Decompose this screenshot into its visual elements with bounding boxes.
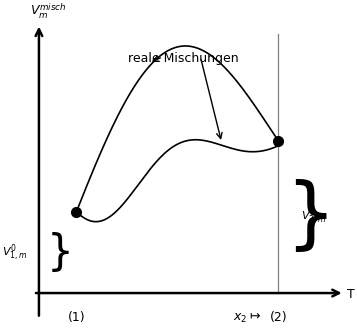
Text: (1): (1) — [67, 311, 85, 324]
Text: $V_{1,m}^0$: $V_{1,m}^0$ — [2, 242, 27, 263]
Text: T: T — [347, 288, 355, 301]
Text: reale Mischungen: reale Mischungen — [128, 52, 238, 65]
Text: $\}$: $\}$ — [286, 178, 328, 255]
Text: $V_{2,m}^0$: $V_{2,m}^0$ — [301, 206, 327, 227]
Text: (2): (2) — [270, 311, 287, 324]
Text: $\}$: $\}$ — [46, 230, 70, 274]
Text: $x_2 \mapsto$: $x_2 \mapsto$ — [233, 311, 261, 325]
Text: $V_m^{misch}$: $V_m^{misch}$ — [30, 2, 67, 21]
